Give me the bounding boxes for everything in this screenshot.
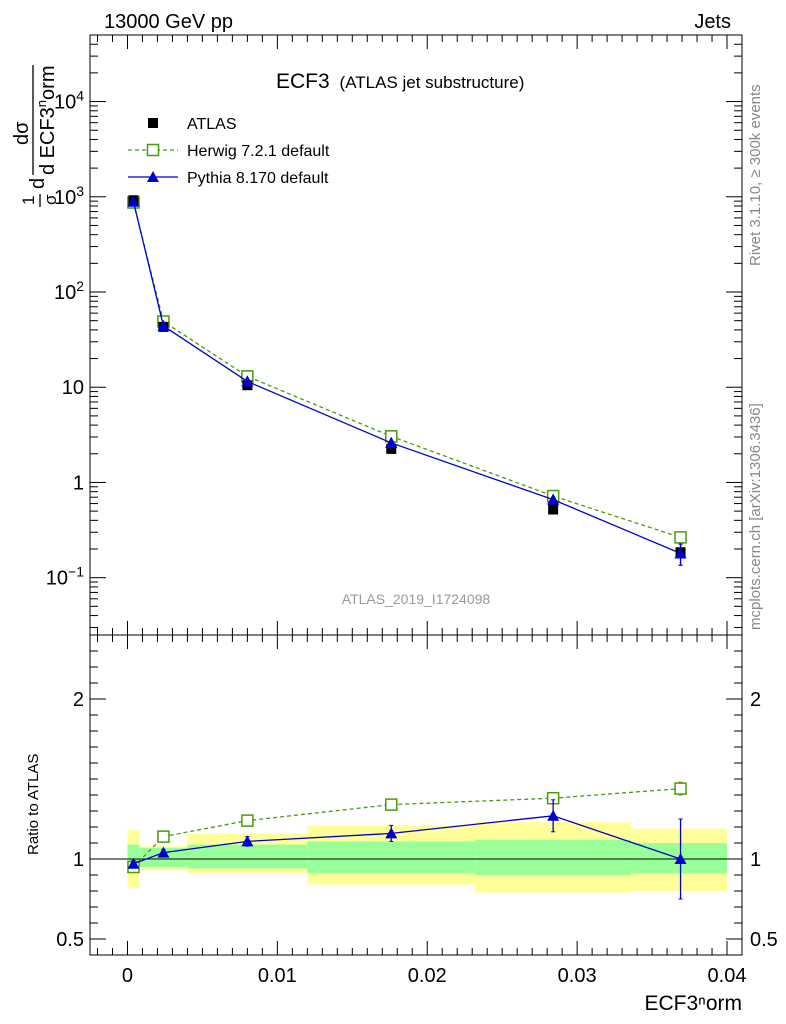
ratio-ytick-label-right-2: 2: [750, 689, 761, 711]
main-ytick-label-5: 10−1: [46, 564, 84, 590]
x-axis-label: ECF3ⁿorm: [644, 992, 742, 1015]
main-series-layer: [127, 195, 687, 566]
xtick-label-1: 0.01: [258, 965, 297, 987]
legend-pythia-marker: [147, 171, 159, 182]
main-y-axis-label: 1 σ d dσ d ECF3norm: [11, 65, 60, 207]
x-axis-ticks: 0 0.01 0.02 0.03 0.04: [96, 35, 747, 987]
ylabel-sup: n: [34, 100, 49, 107]
ratio-ytick-label-right-1: 1: [750, 849, 761, 871]
xtick-label-2: 0.02: [408, 965, 447, 987]
ratio-uncertainty-bands: [90, 822, 742, 893]
main-atlas-point-4: [548, 504, 559, 515]
main-pythia-top-point-3: [385, 436, 398, 448]
xtick-label-0: 0: [122, 965, 133, 987]
main-pythia-top-point-1: [157, 319, 170, 331]
inner-band-4: [475, 839, 632, 875]
main-pythia-line: [132, 201, 681, 554]
legend-pythia-label: Pythia 8.170 default: [187, 170, 329, 187]
header-left: 13000 GeV pp: [104, 11, 233, 33]
main-ytick-label-3: 10: [62, 377, 84, 399]
main-pythia-top-point-5: [674, 547, 687, 559]
legend-herwig-marker: [146, 143, 160, 157]
legend: ATLAS Herwig 7.2.1 default Pythia 8.170 …: [128, 116, 330, 187]
ylabel-d: d: [27, 178, 49, 189]
ratio-herwig-point-2: [241, 814, 254, 827]
ratio-ytick-label-left-0: 0.5: [56, 929, 84, 951]
ratio-herwig-point-5: [674, 782, 687, 795]
ratio-herwig-point-3: [385, 798, 398, 811]
ylabel-denominator: d ECF3norm: [34, 66, 59, 176]
chart-title-main: ECF3: [276, 70, 330, 93]
chart-title: ECF3 (ATLAS jet substructure): [276, 70, 524, 93]
xtick-label-3: 0.03: [558, 965, 597, 987]
ylabel-dsigma: dσ: [11, 121, 33, 145]
ylabel-dvar: d ECF3: [37, 107, 59, 175]
ratio-pythia-point-0: [127, 857, 140, 869]
legend-atlas-label: ATLAS: [187, 116, 237, 133]
ratio-pythia-point-1: [157, 846, 170, 858]
ratio-y-axis-label: Ratio to ATLAS: [25, 754, 42, 855]
analysis-watermark: ATLAS_2019_I1724098: [342, 591, 491, 607]
main-pythia-top-point-0: [127, 195, 140, 207]
inner-band-2: [187, 844, 308, 869]
inner-band-3: [307, 841, 476, 874]
main-pythia-top-point-2: [241, 375, 254, 387]
ratio-panel-frame: [89, 634, 743, 956]
ratio-herwig-point-1: [157, 830, 170, 843]
ylabel-tail: orm: [37, 66, 59, 100]
main-ytick-label-2: 102: [54, 278, 84, 304]
rivet-version-label: Rivet 3.1.10, ≥ 300k events: [747, 84, 764, 266]
ratio-series-layer: [127, 781, 687, 900]
main-herwig-line: [132, 202, 681, 538]
ratio-ytick-label-left-2: 2: [73, 689, 84, 711]
main-herwig-point-5: [674, 531, 687, 544]
xtick-label-4: 0.04: [708, 965, 747, 987]
ratio-ytick-label-right-0: 0.5: [750, 929, 778, 951]
ratio-pythia-point-4: [547, 809, 560, 821]
header-right: Jets: [694, 11, 731, 33]
legend-herwig-label: Herwig 7.2.1 default: [187, 143, 330, 160]
ratio-pythia-point-2: [241, 835, 254, 847]
ratio-pythia-line: [133, 815, 681, 865]
ratio-y-axis-ticks: 0.5 0.5 1 1 2 2: [56, 650, 778, 951]
mcplots-credit-label: mcplots.cern.ch [arXiv:1306.3436]: [747, 403, 764, 630]
main-atlas-point-3: [386, 443, 397, 454]
main-ytick-label-1: 103: [54, 183, 84, 209]
main-pythia-top-point-4: [547, 493, 560, 505]
ylabel-one: 1: [19, 196, 38, 205]
main-ytick-label-4: 1: [73, 472, 84, 494]
ratio-ytick-label-left-1: 1: [73, 849, 84, 871]
ratio-pythia-point-5: [674, 853, 687, 864]
legend-atlas-marker: [148, 118, 158, 128]
inner-band-0: [127, 844, 140, 871]
ratio-pythia-point-3: [385, 827, 398, 839]
ylabel-sigma: σ: [41, 194, 60, 205]
chart-subtitle: (ATLAS jet substructure): [340, 73, 525, 92]
